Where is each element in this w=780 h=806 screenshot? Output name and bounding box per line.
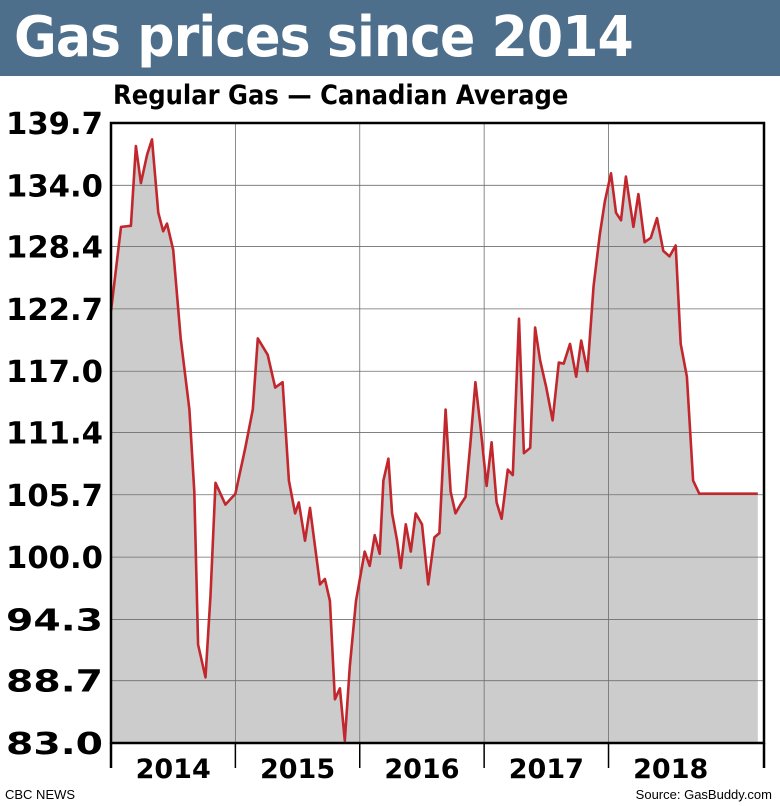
y-tick-label: 83.0 — [6, 727, 103, 762]
year-label: 2015 — [260, 754, 335, 785]
news-credit: CBC NEWS — [5, 787, 76, 802]
year-label: 2016 — [384, 754, 459, 785]
header-banner: Gas prices since 2014 — [0, 0, 780, 76]
y-tick-label: 100.0 — [6, 541, 103, 576]
y-tick-label: 128.4 — [6, 231, 103, 266]
price-area — [111, 139, 758, 743]
y-tick-label: 94.3 — [6, 603, 103, 638]
y-tick-label: 111.4 — [6, 416, 103, 451]
y-tick-label: 134.0 — [6, 169, 103, 204]
year-label: 2017 — [509, 754, 584, 785]
price-line — [109, 138, 758, 743]
source-credit: Source: GasBuddy.com — [635, 787, 772, 802]
y-tick-label: 139.7 — [6, 107, 103, 142]
year-label: 2018 — [633, 754, 708, 785]
y-tick-label: 88.7 — [6, 665, 103, 700]
y-tick-label: 117.0 — [6, 355, 103, 390]
y-tick-label: 105.7 — [6, 479, 103, 514]
plot-frame — [109, 121, 766, 745]
footer: CBC NEWS Source: GasBuddy.com — [0, 782, 780, 806]
y-tick-label: 122.7 — [6, 293, 103, 328]
chart-subtitle: Regular Gas — Canadian Average — [113, 80, 569, 111]
year-label: 2014 — [136, 754, 211, 785]
chart-title: Gas prices since 2014 — [14, 5, 634, 70]
